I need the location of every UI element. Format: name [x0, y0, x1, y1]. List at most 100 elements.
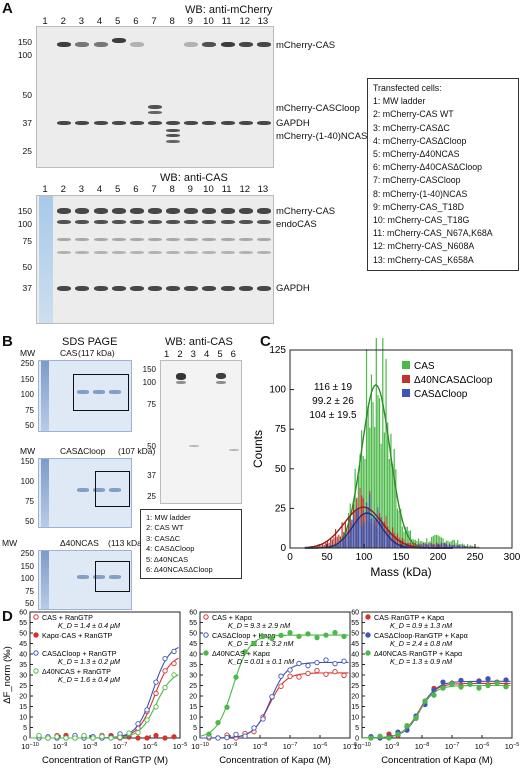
x-tick-label: 10−8 [83, 742, 98, 751]
blot-band [148, 105, 162, 109]
data-point [81, 732, 87, 739]
gel-mw-marker: 100 [20, 574, 34, 583]
histogram-bar [315, 545, 317, 548]
histogram-bar [452, 544, 454, 548]
blot-band [238, 251, 253, 254]
gel-mw-marker: 50 [25, 599, 34, 608]
blot-band [166, 129, 181, 132]
histogram-bar [354, 468, 356, 548]
data-point [476, 678, 482, 684]
blot-band [176, 381, 186, 384]
data-point [135, 721, 141, 727]
data-point [467, 681, 473, 687]
blot2-annotation-endocas: endoCAS [276, 219, 317, 230]
x-axis-label: Concentration of Kapα (M) [381, 755, 493, 766]
histogram-bar [395, 469, 397, 548]
lane-number: 6 [230, 349, 236, 360]
mean-annotation: 104 ± 19.5 [309, 410, 357, 421]
gel-mw-label: MW [20, 348, 36, 358]
gel-selection-box [73, 373, 129, 411]
data-point [314, 634, 320, 641]
blot-band [57, 238, 72, 241]
data-point [144, 707, 150, 713]
blot-band [256, 42, 271, 47]
x-tick-label: 10−10 [21, 742, 39, 751]
x-tick-label: 10−7 [113, 742, 128, 751]
histogram-bar [343, 540, 345, 548]
legend-entry: CAS + RanGTP [42, 613, 93, 622]
gel-band [77, 575, 89, 580]
gel-band [77, 390, 89, 395]
histogram-bar [450, 545, 452, 548]
blot-band [184, 286, 199, 291]
data-point [153, 704, 159, 710]
histogram-bar [375, 525, 377, 548]
sds-page-title: SDS PAGE [62, 336, 118, 348]
blot-band [111, 208, 126, 214]
kd-annotation: K_D = 0.9 ± 1.3 nM [390, 621, 452, 630]
histogram-bar [435, 545, 438, 548]
data-point [485, 676, 491, 682]
data-point [206, 731, 212, 737]
mw-marker-label: 50 [22, 90, 32, 100]
x-tick-label: 10−10 [353, 742, 371, 751]
blot-band [93, 220, 108, 224]
blot-band [75, 220, 90, 224]
legend-marker [365, 632, 371, 638]
mw-marker-label: 37 [22, 283, 32, 293]
histogram-bar [338, 534, 340, 548]
blot2-annotation-gapdh: GAPDH [276, 283, 310, 294]
lane-number: 5 [217, 349, 223, 360]
histogram-bar [457, 545, 459, 548]
blot-band [166, 238, 181, 241]
blot-band [184, 220, 199, 224]
data-point [494, 680, 500, 686]
histogram-bar [452, 539, 454, 548]
data-point [503, 684, 509, 690]
histogram-bar [380, 443, 382, 548]
x-tick-label: 10−9 [223, 742, 238, 751]
data-point [215, 720, 221, 726]
histogram-bar [398, 537, 400, 548]
y-tick-label: 35 [19, 662, 27, 669]
blot-band [184, 121, 199, 125]
histogram-bar [434, 544, 436, 548]
histogram-bar [320, 545, 322, 548]
legend-item: 7: mCherry-CASCloop [373, 175, 461, 186]
sds-page-gel [38, 360, 132, 432]
histogram-bar [343, 532, 345, 548]
y-axis-label: Counts [251, 430, 265, 468]
blot-band [238, 220, 253, 224]
data-point [332, 661, 338, 667]
blot-band [238, 238, 253, 241]
histogram-bar [418, 538, 420, 548]
histogram-bar [396, 542, 399, 548]
legend-marker [365, 614, 371, 620]
gel-title: CASΔCloop [60, 446, 106, 456]
histogram-bar [359, 517, 361, 548]
y-tick-label: 40 [351, 652, 359, 659]
histogram-bar [391, 538, 394, 548]
histogram-bar [325, 543, 327, 548]
y-tick-label: 75 [275, 424, 287, 435]
wb-mw-marker: 37 [147, 471, 156, 480]
binding-panel: 10−10 10−9 10−8 10−7 10−6 10−5051015202530354… [351, 610, 519, 767]
data-point [260, 716, 266, 722]
lane-number: 8 [169, 16, 175, 27]
blot-band [216, 381, 226, 384]
blot-band [202, 238, 217, 241]
data-point [314, 659, 320, 666]
histogram-bar [364, 522, 366, 548]
binding-panel: 10−10 10−9 10−8 10−7 10−6 10−5051015202530354… [189, 610, 357, 767]
data-point [162, 735, 168, 741]
histogram-bar [362, 521, 364, 548]
histogram-bar [365, 349, 368, 548]
histogram-bar [387, 538, 389, 548]
lane-number: 12 [239, 184, 251, 195]
histogram-bar [455, 545, 457, 548]
data-point [323, 632, 329, 638]
blot-band [256, 121, 271, 125]
mw-ladder-lane [39, 196, 53, 323]
y-tick-label: 45 [19, 641, 27, 648]
western-blot-anti-mcherry [36, 26, 274, 168]
